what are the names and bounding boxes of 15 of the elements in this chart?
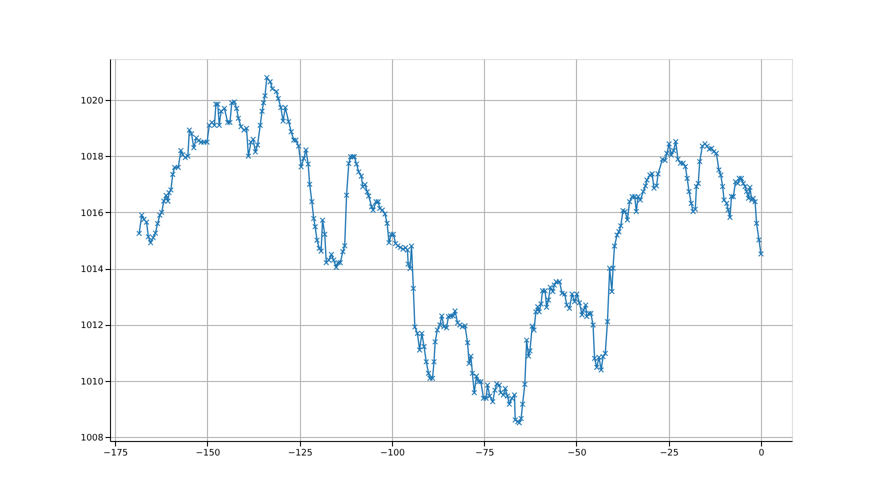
x-tick-label: −25 [660, 448, 679, 458]
y-tick-label: 1016 [80, 208, 104, 219]
y-tick-label: 1020 [80, 96, 104, 107]
x-tick-label: −50 [567, 448, 587, 458]
x-tick-label: −150 [196, 448, 221, 458]
x-tick-label: 0 [758, 448, 765, 458]
y-tick-label: 1014 [80, 265, 104, 276]
x-tick-label: −125 [288, 448, 313, 458]
y-tick-label: 1012 [80, 321, 104, 332]
y-tick-label: 1018 [80, 152, 104, 163]
y-tick-label: 1010 [80, 377, 104, 388]
x-tick-label: −75 [475, 448, 494, 458]
x-tick-label: −100 [380, 448, 406, 458]
x-tick-label: −175 [103, 448, 128, 458]
y-tick-label: 1008 [80, 434, 104, 444]
